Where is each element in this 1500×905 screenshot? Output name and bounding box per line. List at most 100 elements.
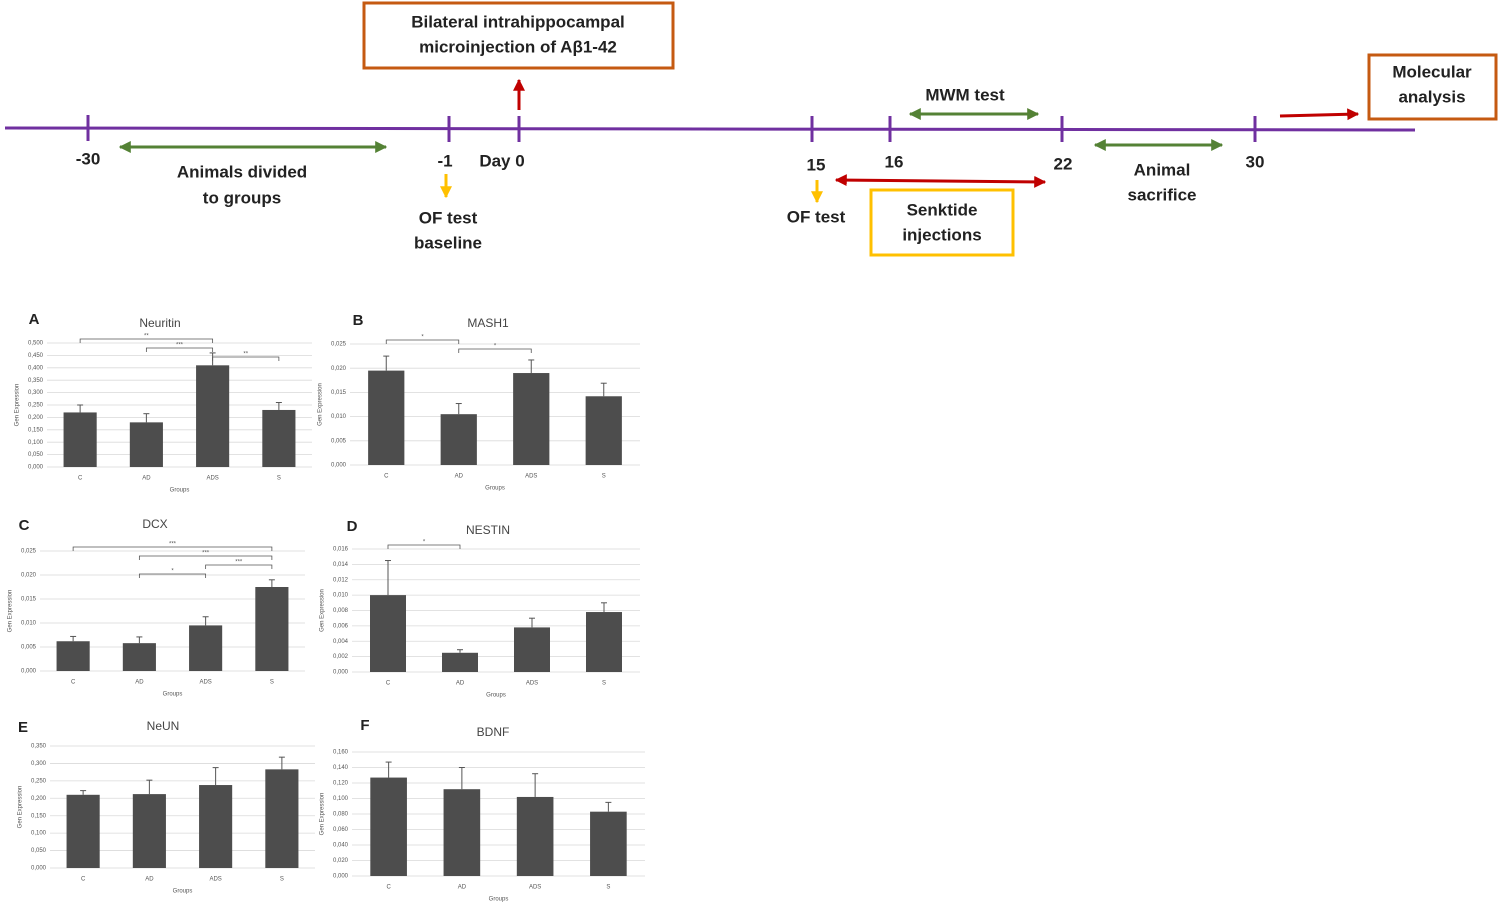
significance-label: * (494, 344, 497, 350)
error-bar (212, 767, 219, 786)
bar (514, 627, 550, 672)
y-tick-label: 0,000 (21, 669, 37, 675)
x-tick-label: C (81, 877, 86, 883)
panel-letter: E (18, 719, 28, 736)
y-tick-label: 0,025 (331, 342, 347, 348)
significance-bracket (138, 573, 207, 578)
y-tick-label: 0,016 (333, 547, 349, 553)
y-axis-label: Gen Expression (320, 589, 326, 632)
box-text: injections (902, 225, 981, 244)
significance-bracket (205, 564, 273, 569)
x-tick-label: ADS (199, 680, 211, 686)
significance-label: *** (202, 551, 210, 557)
day-label: Day 0 (479, 151, 524, 170)
event-box (869, 188, 1015, 257)
y-tick-label: 0,300 (31, 761, 47, 767)
error-bar (458, 767, 465, 790)
bar-chart: E NeUN 0,000 0,050 0,100 0,150 0,200 0,250 0,300… (18, 719, 315, 895)
phase-label: sacrifice (1128, 185, 1197, 204)
error-bar (600, 382, 607, 397)
y-tick-label: 0,500 (28, 341, 44, 347)
y-tick-label: 0,160 (333, 750, 349, 756)
y-tick-label: 0,140 (333, 765, 349, 771)
bar (262, 409, 296, 467)
x-axis-label: Groups (163, 692, 183, 698)
x-tick-label: ADS (526, 681, 538, 687)
x-tick-label: S (606, 885, 610, 891)
x-tick-label: AD (458, 885, 467, 891)
phase-label: baseline (414, 233, 482, 252)
error-bar (601, 602, 607, 613)
significance-bracket (387, 544, 461, 549)
y-tick-label: 0,025 (21, 549, 37, 555)
y-tick-label: 0,350 (28, 378, 44, 384)
y-tick-label: 0,120 (333, 781, 349, 787)
bar (63, 412, 97, 467)
panel-letter: C (19, 517, 30, 534)
day-label: 16 (885, 152, 904, 171)
significance-label: * (171, 569, 174, 575)
x-tick-label: C (78, 476, 83, 482)
error-bar (136, 636, 143, 644)
x-tick-label: AD (145, 877, 154, 883)
y-tick-label: 0,002 (333, 654, 349, 660)
error-bar (385, 761, 392, 778)
y-tick-label: 0,004 (333, 639, 349, 645)
significance-bracket (458, 348, 532, 353)
y-tick-label: 0,250 (31, 778, 47, 784)
charts: A Neuritin 0,000 0,050 0,100 0,150 0,200 0,250 0… (8, 311, 645, 903)
y-tick-label: 0,050 (31, 848, 47, 854)
x-axis-label: Groups (170, 488, 190, 494)
bar (132, 794, 166, 868)
arrow (834, 174, 1047, 188)
chart-title: MASH1 (467, 316, 509, 330)
error-bar (275, 402, 282, 410)
x-tick-label: AD (135, 680, 144, 686)
y-tick-label: 0,000 (31, 866, 47, 872)
timeline-axis (4, 126, 1416, 132)
y-tick-label: 0,040 (333, 843, 349, 849)
bar (513, 373, 550, 465)
bar (199, 785, 233, 868)
arrow (1279, 108, 1360, 121)
y-tick-label: 0,000 (331, 463, 347, 469)
day-label: 22 (1054, 154, 1073, 173)
significance-label: * (421, 335, 424, 341)
y-tick-label: 0,100 (333, 796, 349, 802)
significance-label: ** (243, 352, 248, 358)
y-tick-label: 0,008 (333, 608, 349, 614)
error-bar (529, 617, 535, 628)
bar (196, 365, 230, 467)
x-tick-label: S (277, 476, 281, 482)
y-tick-label: 0,020 (333, 858, 349, 864)
box-text: Bilateral intrahippocampal (411, 12, 625, 31)
bar (370, 777, 407, 876)
error-bar (268, 579, 275, 587)
error-bar (146, 779, 153, 795)
x-axis-label: Groups (486, 693, 506, 699)
x-axis-label: Groups (173, 889, 193, 895)
y-tick-label: 0,080 (333, 812, 349, 818)
y-tick-label: 0,400 (28, 365, 44, 371)
y-axis-label: Gen Expression (18, 786, 24, 829)
day-label: 30 (1246, 152, 1265, 171)
x-tick-label: C (384, 474, 389, 480)
x-tick-label: AD (456, 681, 465, 687)
day-label: 15 (807, 155, 826, 174)
panel-letter: A (29, 311, 40, 328)
significance-label: ** (144, 334, 149, 340)
y-tick-label: 0,020 (331, 366, 347, 372)
bar (129, 422, 163, 467)
error-bar (605, 801, 612, 812)
y-tick-label: 0,005 (21, 645, 37, 651)
x-tick-label: S (602, 681, 606, 687)
chart-title: BDNF (477, 725, 510, 739)
timeline: -30 -1 Day 0 15 16 22 30 Animals divided… (4, 1, 1498, 257)
x-tick-label: ADS (529, 885, 541, 891)
y-tick-label: 0,020 (21, 573, 37, 579)
box-text: analysis (1398, 87, 1465, 106)
day-label: -1 (437, 151, 452, 170)
y-tick-label: 0,350 (31, 744, 47, 750)
error-bar (143, 413, 150, 423)
chart-title: NESTIN (466, 523, 510, 537)
